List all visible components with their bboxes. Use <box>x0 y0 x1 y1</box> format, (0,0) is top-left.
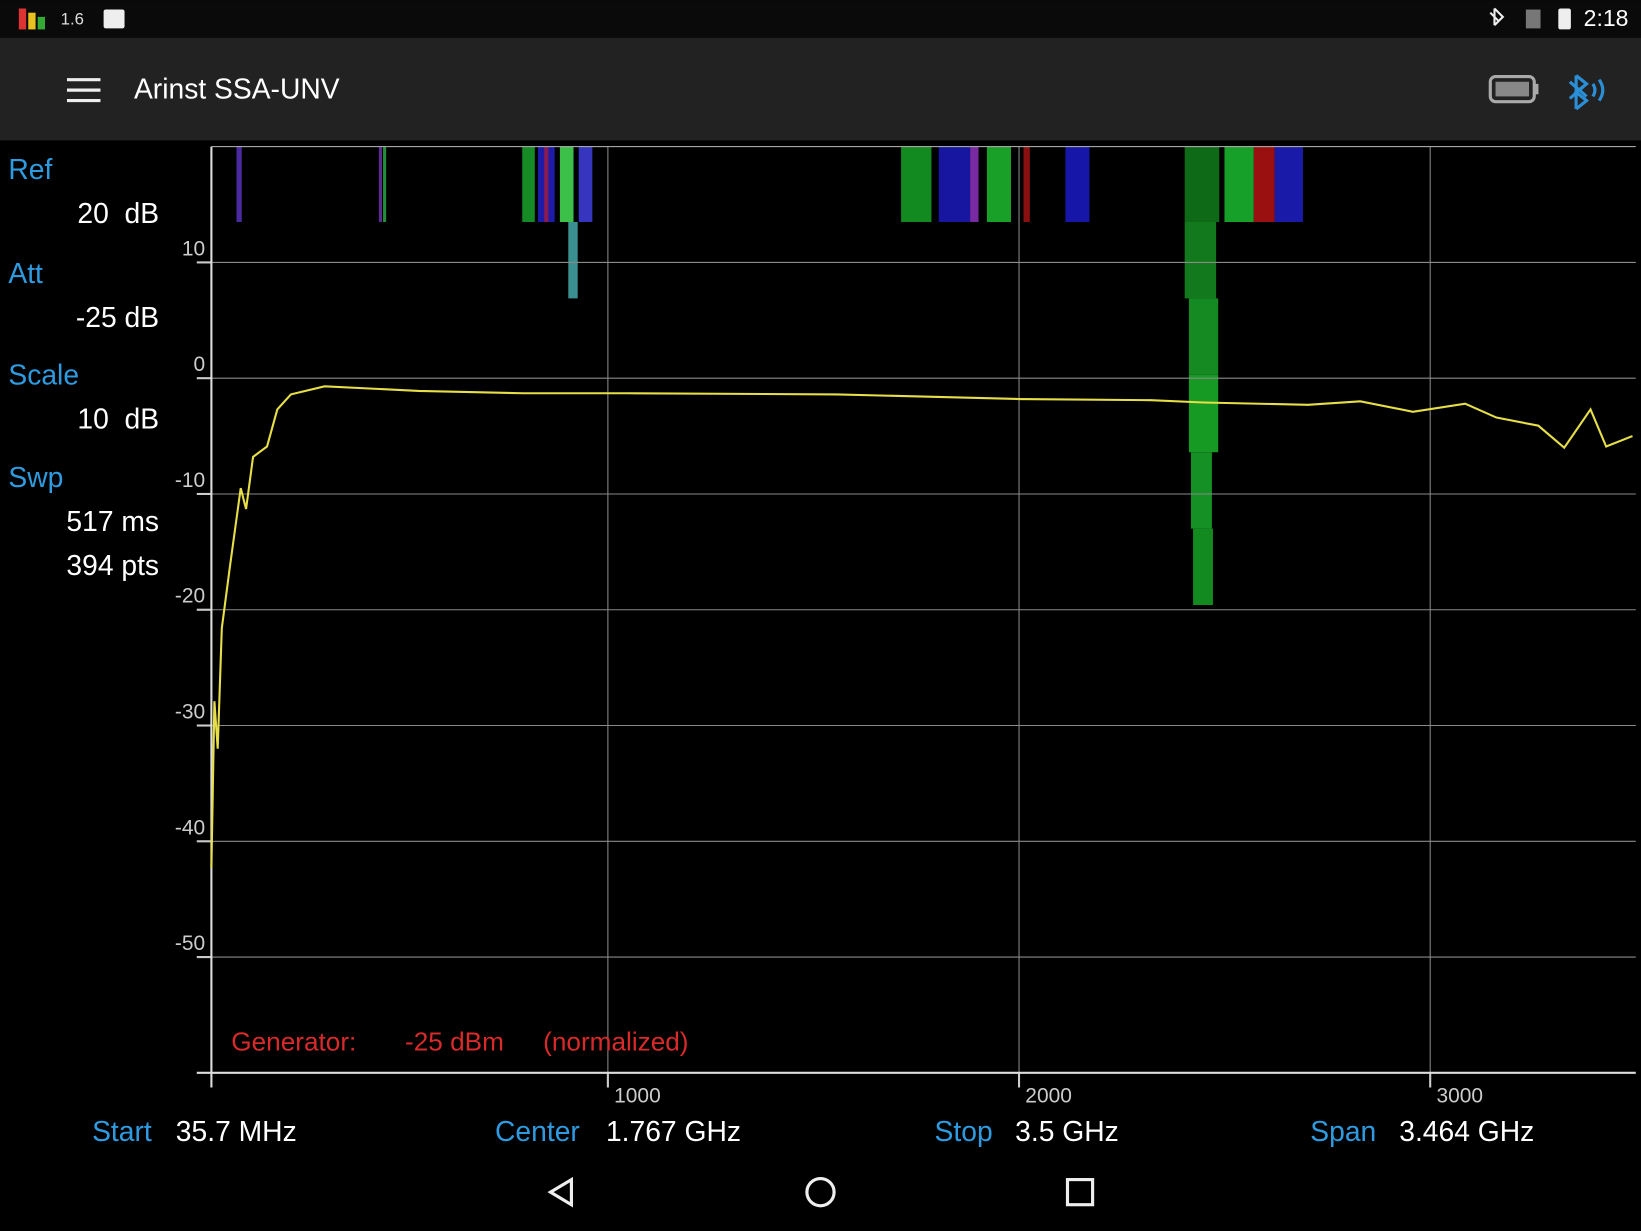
setting-label: Ref <box>8 153 52 185</box>
status-indicator: 1.6 <box>61 9 84 28</box>
y-tick-label: -30 <box>175 700 205 723</box>
setting-value: -25 dB <box>76 301 159 333</box>
y-tick-label: -50 <box>175 932 205 955</box>
recents-button[interactable] <box>1065 1178 1095 1207</box>
back-button[interactable] <box>547 1176 573 1208</box>
y-tick-label: 0 <box>193 353 205 376</box>
footer-value: 3.464 GHz <box>1399 1115 1534 1147</box>
setting-value: 10 dB <box>77 402 159 434</box>
band-overlay <box>236 146 1303 606</box>
y-tick-label: -40 <box>175 816 205 839</box>
setting-label: Att <box>8 257 43 289</box>
battery-icon <box>1488 74 1539 104</box>
status-bar <box>0 0 1641 38</box>
annotation: Generator: <box>231 1026 356 1056</box>
app-title: Arinst SSA-UNV <box>134 73 340 105</box>
footer-label: Center <box>495 1115 580 1147</box>
y-tick-label: -20 <box>175 585 205 608</box>
bluetooth-button[interactable] <box>1568 74 1605 111</box>
x-tick-label: 2000 <box>1025 1084 1072 1107</box>
annotation: (normalized) <box>543 1026 688 1056</box>
footer-label: Span <box>1310 1115 1376 1147</box>
footer-value: 35.7 MHz <box>176 1115 297 1147</box>
footer-value: 1.767 GHz <box>606 1115 741 1147</box>
status-time: 2:18 <box>1584 5 1629 31</box>
footer-label: Stop <box>935 1115 993 1147</box>
trace <box>210 385 1633 868</box>
setting-label: Swp <box>8 461 63 493</box>
annotation: -25 dBm <box>405 1026 504 1056</box>
app-bar <box>0 37 1641 141</box>
y-tick-label: 10 <box>182 237 205 260</box>
y-tick-label: -10 <box>175 469 205 492</box>
plot: 10 0 -10 -20 -30 -40 -50 1000 2000 3000 Generator:… <box>175 146 1636 1107</box>
setting-label: Scale <box>8 358 79 390</box>
footer-label: Start <box>92 1115 152 1147</box>
status-icon <box>18 7 1571 30</box>
home-button[interactable] <box>805 1176 836 1208</box>
x-tick-label: 3000 <box>1436 1084 1483 1107</box>
menu-button[interactable] <box>66 78 101 103</box>
x-tick-label: 1000 <box>614 1084 661 1107</box>
setting-value: 20 dB <box>77 197 159 229</box>
setting-value: 517 ms <box>66 505 159 537</box>
setting-value: 394 pts <box>66 549 159 581</box>
footer-value: 3.5 GHz <box>1015 1115 1119 1147</box>
